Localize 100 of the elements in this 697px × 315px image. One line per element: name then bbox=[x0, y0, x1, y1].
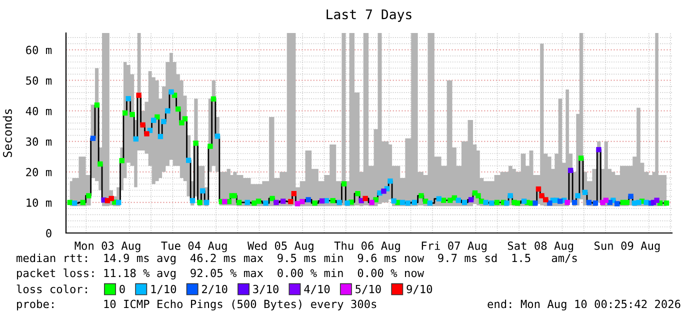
point bbox=[300, 198, 305, 204]
y-tick-label: 30 m bbox=[26, 137, 52, 146]
point bbox=[381, 188, 386, 194]
point bbox=[136, 92, 142, 98]
text: median rtt: 14.9 ms avg 46.2 ms max 9.5 ms min 9.6 ms now 9.7 ms sd 1.5 am/s bbox=[16, 254, 577, 264]
point bbox=[232, 193, 237, 198]
point bbox=[644, 200, 649, 206]
point bbox=[476, 193, 481, 198]
text: probe: 10 ICMP Echo Pings (500 Bytes) every 300s bbox=[17, 300, 376, 310]
point bbox=[494, 200, 500, 206]
point bbox=[592, 200, 598, 206]
point bbox=[391, 198, 396, 204]
point bbox=[222, 198, 228, 204]
point bbox=[624, 200, 630, 206]
y-tick-label: 40 m bbox=[26, 106, 52, 116]
point bbox=[603, 198, 609, 203]
point bbox=[133, 136, 139, 142]
point bbox=[664, 200, 670, 206]
x-tick-label: Thu 06 Aug bbox=[334, 241, 400, 252]
point bbox=[214, 134, 220, 139]
point bbox=[72, 200, 78, 206]
point bbox=[280, 198, 286, 204]
point bbox=[150, 118, 156, 123]
point bbox=[521, 198, 527, 204]
point bbox=[98, 161, 103, 167]
text: end: Mon Aug 10 00:25:42 2026 bbox=[488, 300, 680, 310]
legend-label: 3/10 bbox=[253, 284, 278, 294]
point bbox=[362, 196, 368, 202]
point bbox=[462, 200, 468, 206]
point bbox=[176, 106, 181, 112]
point bbox=[319, 198, 325, 204]
legend-title: loss color: bbox=[16, 284, 87, 294]
x-tick-label: Fri 07 Aug bbox=[422, 241, 486, 252]
legend-label: 9/10 bbox=[406, 284, 432, 294]
point bbox=[130, 112, 135, 118]
legend-label: 0 bbox=[120, 284, 125, 294]
point bbox=[355, 191, 360, 196]
point bbox=[306, 197, 311, 202]
point bbox=[400, 200, 406, 206]
point bbox=[422, 198, 428, 204]
point bbox=[436, 196, 442, 202]
point bbox=[539, 193, 544, 198]
legend-label: 1/10 bbox=[151, 284, 176, 294]
point bbox=[543, 197, 548, 202]
point bbox=[488, 200, 494, 206]
point bbox=[547, 200, 552, 206]
point bbox=[208, 144, 213, 149]
y-axis-title: Seconds bbox=[2, 109, 12, 158]
point bbox=[312, 200, 318, 206]
point bbox=[244, 200, 250, 206]
point bbox=[586, 200, 592, 206]
point bbox=[154, 114, 160, 120]
x-tick-label: Wed 05 Aug bbox=[247, 241, 314, 252]
point bbox=[441, 198, 446, 203]
point bbox=[140, 122, 146, 128]
point bbox=[126, 96, 131, 102]
point bbox=[294, 201, 300, 206]
x-tick-label: Mon 03 Aug bbox=[74, 242, 140, 252]
point bbox=[168, 89, 174, 95]
point bbox=[388, 178, 393, 184]
legend-label: 4/10 bbox=[304, 284, 330, 294]
point bbox=[204, 200, 210, 206]
point bbox=[94, 102, 100, 108]
point bbox=[568, 168, 574, 174]
y-tick-label: 10 m bbox=[26, 198, 52, 207]
point bbox=[336, 200, 342, 206]
point bbox=[263, 200, 268, 206]
point bbox=[161, 118, 166, 124]
point bbox=[448, 198, 453, 203]
point bbox=[508, 193, 513, 198]
point bbox=[165, 108, 170, 114]
point bbox=[122, 110, 128, 116]
point bbox=[514, 200, 520, 206]
point bbox=[456, 198, 461, 203]
point bbox=[80, 200, 86, 206]
point bbox=[405, 200, 410, 206]
point bbox=[483, 200, 488, 206]
x-tick-label: Tue 04 Aug bbox=[161, 242, 227, 252]
point bbox=[179, 120, 184, 126]
point bbox=[412, 200, 417, 206]
legend-label: 5/10 bbox=[356, 284, 381, 294]
point bbox=[636, 200, 642, 206]
point bbox=[291, 191, 297, 196]
point bbox=[116, 200, 122, 206]
point bbox=[427, 200, 432, 206]
point bbox=[582, 190, 588, 195]
point bbox=[182, 116, 188, 122]
point bbox=[210, 96, 216, 102]
point bbox=[158, 134, 164, 140]
point bbox=[119, 158, 124, 164]
point bbox=[572, 200, 578, 206]
point bbox=[614, 201, 620, 206]
point bbox=[190, 198, 196, 204]
point bbox=[330, 198, 336, 204]
point bbox=[236, 200, 242, 206]
point bbox=[197, 200, 202, 206]
point bbox=[108, 196, 114, 202]
legend-label: 2/10 bbox=[202, 284, 228, 294]
point bbox=[86, 193, 92, 198]
y-tick-label: 20 m bbox=[26, 168, 52, 176]
